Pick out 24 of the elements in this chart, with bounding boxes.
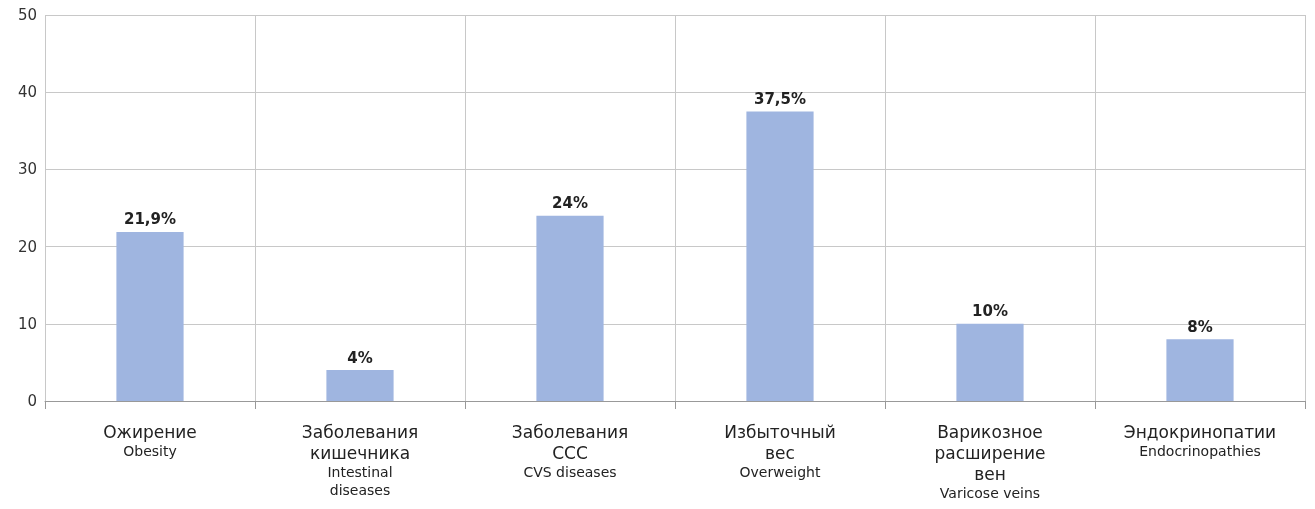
bar (956, 323, 1024, 401)
x-tick-label: Заболевания ССС CVS diseases (511, 421, 629, 480)
y-tick-label: 20 (17, 237, 37, 256)
bar (116, 231, 184, 401)
x-tick-label: Варикозное расширение вен Varicose veins (934, 421, 1046, 501)
data-label: 24% (552, 194, 588, 213)
y-tick-label: 0 (27, 392, 37, 410)
bar (746, 111, 814, 401)
y-tick-label: 40 (17, 83, 37, 102)
x-tick-label: Ожирение Obesity (103, 421, 197, 459)
data-label: 10% (972, 302, 1008, 321)
bar (536, 215, 604, 401)
data-label: 21,9% (123, 210, 177, 229)
data-label: 4% (347, 348, 373, 367)
y-tick-label: 10 (17, 314, 37, 333)
bar (1166, 339, 1234, 401)
x-tick-label: Заболевания кишечника Intestinal diseases (301, 421, 419, 498)
y-tick-label: 50 (17, 6, 37, 24)
data-label: 8% (1187, 317, 1213, 336)
y-tick-label: 30 (17, 160, 37, 179)
x-tick-label: Избыточный вес Overweight (724, 421, 836, 480)
x-tick-label: Эндокринопатии Endocrinopathies (1123, 421, 1277, 459)
data-label: 37,5% (753, 90, 807, 108)
bar (326, 370, 394, 401)
